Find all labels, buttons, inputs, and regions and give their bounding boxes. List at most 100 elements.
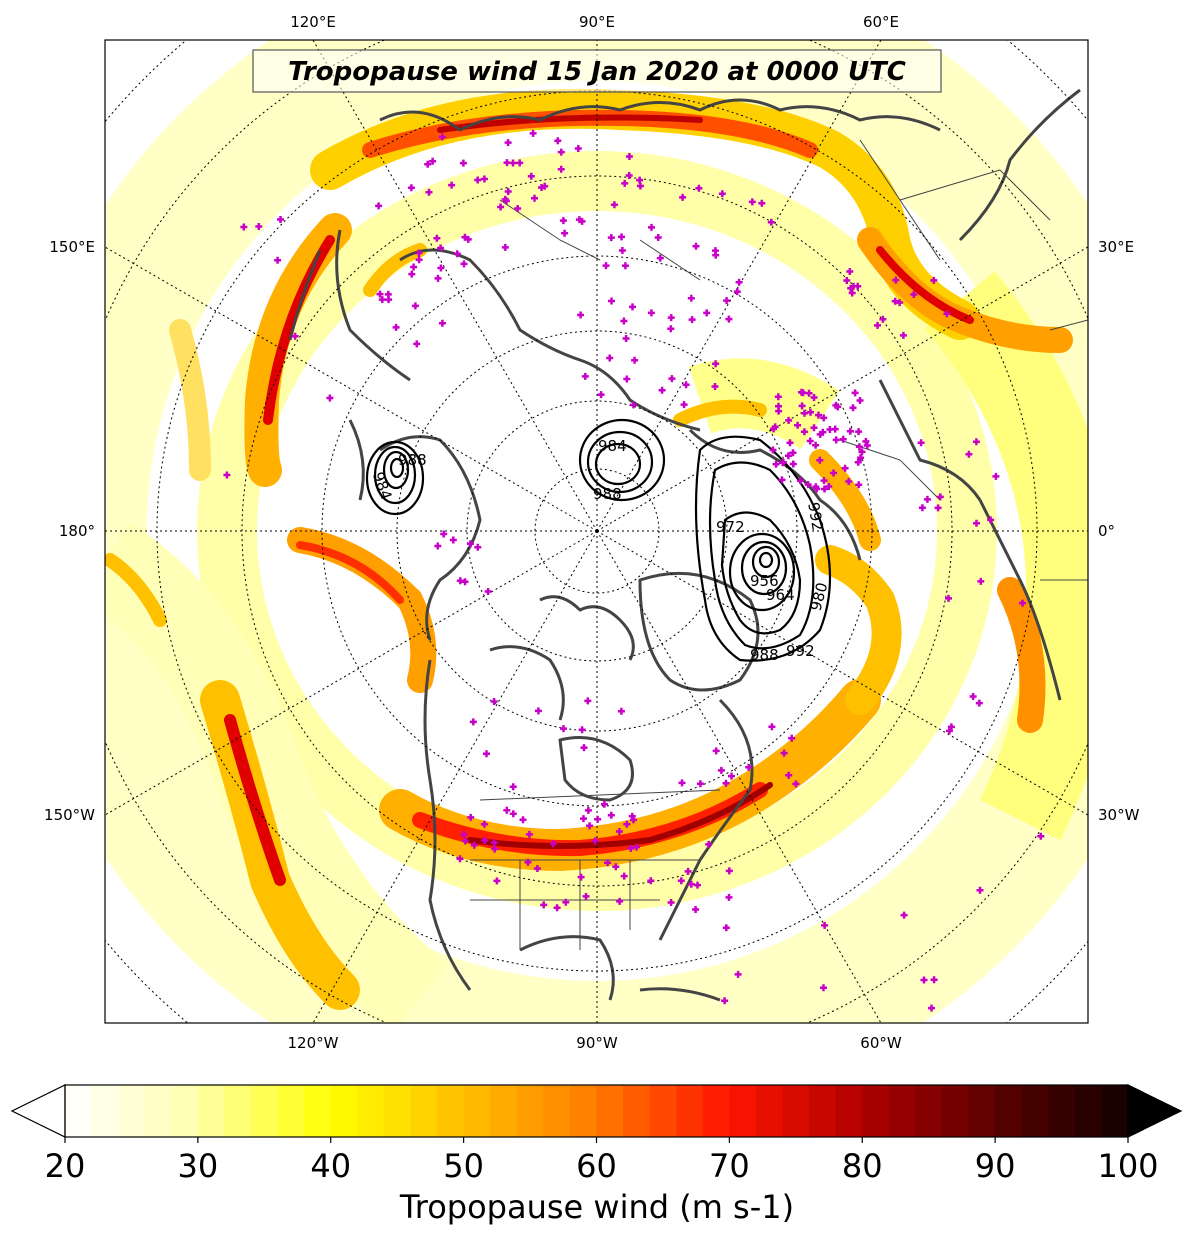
station-marker bbox=[630, 401, 637, 409]
station-marker bbox=[947, 723, 955, 731]
station-marker bbox=[615, 828, 623, 835]
station-marker bbox=[277, 216, 284, 223]
station-marker bbox=[466, 540, 474, 548]
station-marker bbox=[491, 845, 499, 853]
colorbar-ticks: 20 30 40 50 60 70 80 90 100 bbox=[45, 1137, 1159, 1185]
station-marker bbox=[627, 844, 635, 852]
station-marker bbox=[549, 840, 557, 848]
station-marker bbox=[794, 421, 802, 429]
station-marker bbox=[786, 439, 794, 447]
station-marker bbox=[745, 763, 753, 771]
station-marker bbox=[607, 234, 615, 242]
station-marker bbox=[785, 416, 793, 424]
lon-label-left: 150°E bbox=[49, 238, 95, 256]
station-marker bbox=[617, 707, 625, 715]
station-marker bbox=[899, 331, 907, 339]
station-marker bbox=[516, 159, 524, 167]
map-title: Tropopause wind 15 Jan 2020 at 0000 UTC bbox=[288, 57, 906, 87]
station-marker bbox=[943, 310, 951, 318]
station-marker bbox=[376, 290, 384, 298]
colorbar-segment bbox=[224, 1085, 252, 1137]
station-marker bbox=[606, 354, 614, 362]
station-marker bbox=[722, 924, 730, 932]
station-marker bbox=[813, 485, 821, 493]
station-marker bbox=[554, 137, 562, 145]
station-marker bbox=[425, 188, 433, 196]
lon-label-left: 150°W bbox=[44, 806, 95, 824]
station-marker bbox=[255, 223, 263, 230]
station-marker bbox=[656, 254, 664, 262]
station-marker bbox=[407, 184, 415, 192]
station-marker bbox=[438, 319, 446, 327]
station-marker bbox=[509, 159, 517, 167]
station-marker bbox=[629, 303, 636, 311]
station-marker bbox=[648, 223, 655, 231]
colorbar-segment bbox=[755, 1085, 784, 1137]
station-marker bbox=[830, 469, 837, 477]
colorbar-segment bbox=[277, 1085, 305, 1137]
station-marker bbox=[509, 810, 517, 818]
station-marker bbox=[631, 356, 639, 364]
colorbar-segment bbox=[649, 1085, 677, 1137]
station-marker bbox=[413, 340, 421, 348]
colorbar-segments bbox=[65, 1085, 1129, 1137]
station-marker bbox=[600, 800, 608, 808]
station-marker bbox=[930, 276, 938, 284]
station-marker bbox=[821, 485, 828, 493]
station-marker bbox=[845, 478, 853, 485]
station-marker bbox=[930, 976, 938, 984]
colorbar-segment bbox=[357, 1085, 385, 1137]
station-marker bbox=[692, 906, 700, 913]
station-marker bbox=[810, 424, 818, 432]
station-marker bbox=[540, 901, 548, 909]
station-marker bbox=[712, 747, 720, 755]
station-marker bbox=[501, 195, 509, 203]
station-marker bbox=[973, 519, 980, 527]
station-marker bbox=[820, 414, 828, 422]
contour-label: 992 bbox=[804, 501, 827, 532]
colorbar-segment bbox=[171, 1085, 199, 1137]
colorbar-segment bbox=[144, 1085, 172, 1137]
station-marker bbox=[722, 779, 730, 787]
station-marker bbox=[429, 157, 437, 165]
station-marker bbox=[725, 315, 733, 323]
station-marker bbox=[987, 516, 995, 524]
station-marker bbox=[799, 389, 807, 397]
contour-label: 992 bbox=[786, 642, 815, 660]
colorbar-extend-high bbox=[1127, 1084, 1183, 1138]
station-marker bbox=[562, 898, 570, 906]
station-marker bbox=[855, 443, 863, 451]
colorbar-tick-label: 30 bbox=[178, 1147, 219, 1185]
colorbar-segment bbox=[968, 1085, 996, 1137]
station-marker bbox=[917, 439, 925, 447]
colorbar-segment bbox=[702, 1085, 730, 1137]
station-marker bbox=[503, 159, 511, 167]
colorbar-segment bbox=[65, 1085, 93, 1137]
station-marker bbox=[848, 289, 856, 297]
station-marker bbox=[481, 837, 489, 844]
map-field: 984 988 984 988 972 956 964 980 988 992 … bbox=[105, 40, 1088, 1023]
station-marker bbox=[527, 172, 535, 180]
station-marker bbox=[768, 723, 776, 731]
station-marker bbox=[602, 262, 610, 270]
station-marker bbox=[625, 172, 633, 179]
colorbar-segment bbox=[383, 1085, 412, 1137]
lon-label-top: 60°E bbox=[863, 13, 899, 31]
station-marker bbox=[816, 456, 824, 464]
station-marker bbox=[858, 448, 866, 456]
colorbar-segment bbox=[91, 1085, 119, 1137]
station-markers bbox=[223, 129, 1045, 1012]
station-marker bbox=[680, 401, 688, 409]
station-marker bbox=[892, 276, 900, 284]
station-marker bbox=[524, 858, 532, 866]
lon-label-bottom: 60°W bbox=[860, 1034, 902, 1052]
station-marker bbox=[504, 188, 512, 195]
station-marker bbox=[834, 403, 842, 411]
station-marker bbox=[711, 383, 719, 390]
title-box: Tropopause wind 15 Jan 2020 at 0000 UTC bbox=[252, 49, 942, 93]
station-marker bbox=[433, 234, 441, 242]
station-marker bbox=[618, 247, 626, 254]
station-marker bbox=[668, 375, 676, 383]
station-marker bbox=[493, 877, 501, 885]
station-marker bbox=[843, 277, 851, 284]
